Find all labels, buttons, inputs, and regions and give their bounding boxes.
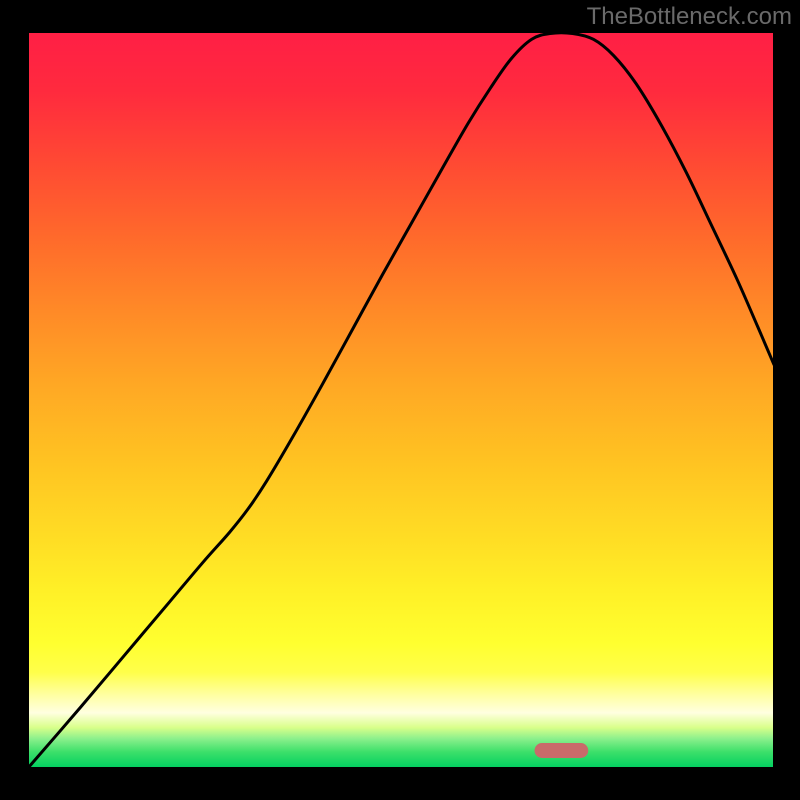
watermark-text: TheBottleneck.com	[587, 3, 792, 30]
chart-root: TheBottleneck.com	[0, 0, 800, 800]
chart-svg: TheBottleneck.com	[0, 0, 800, 800]
heat-gradient-area	[28, 32, 774, 768]
optimal-range-marker	[535, 743, 589, 758]
